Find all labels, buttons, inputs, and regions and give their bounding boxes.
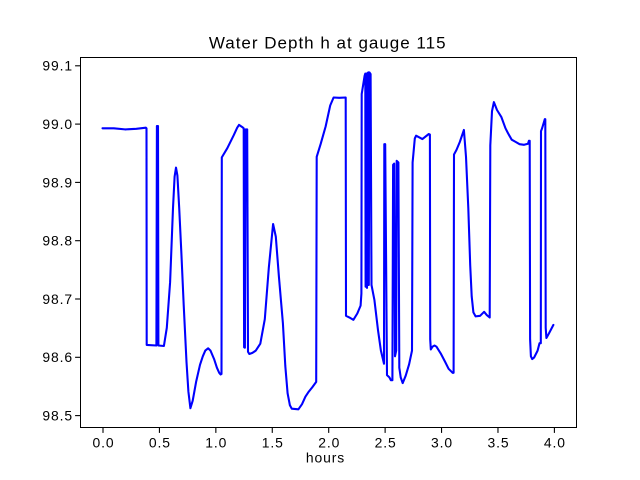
svg-text:2.0: 2.0 [318, 434, 340, 450]
svg-text:3.5: 3.5 [487, 434, 509, 450]
svg-text:2.5: 2.5 [375, 434, 397, 450]
svg-text:98.6: 98.6 [42, 349, 73, 365]
svg-text:0.0: 0.0 [92, 434, 114, 450]
svg-text:98.8: 98.8 [42, 233, 73, 249]
svg-text:hours: hours [306, 449, 345, 465]
svg-text:98.9: 98.9 [42, 174, 73, 190]
svg-text:99.1: 99.1 [42, 58, 73, 74]
svg-text:Water Depth h at gauge 115: Water Depth h at gauge 115 [209, 34, 447, 53]
svg-text:98.7: 98.7 [42, 291, 73, 307]
svg-text:3.0: 3.0 [431, 434, 453, 450]
svg-text:0.5: 0.5 [149, 434, 171, 450]
svg-text:1.0: 1.0 [205, 434, 227, 450]
svg-text:1.5: 1.5 [262, 434, 284, 450]
svg-text:98.5: 98.5 [42, 408, 73, 424]
svg-text:4.0: 4.0 [544, 434, 566, 450]
svg-text:99.0: 99.0 [42, 116, 73, 132]
